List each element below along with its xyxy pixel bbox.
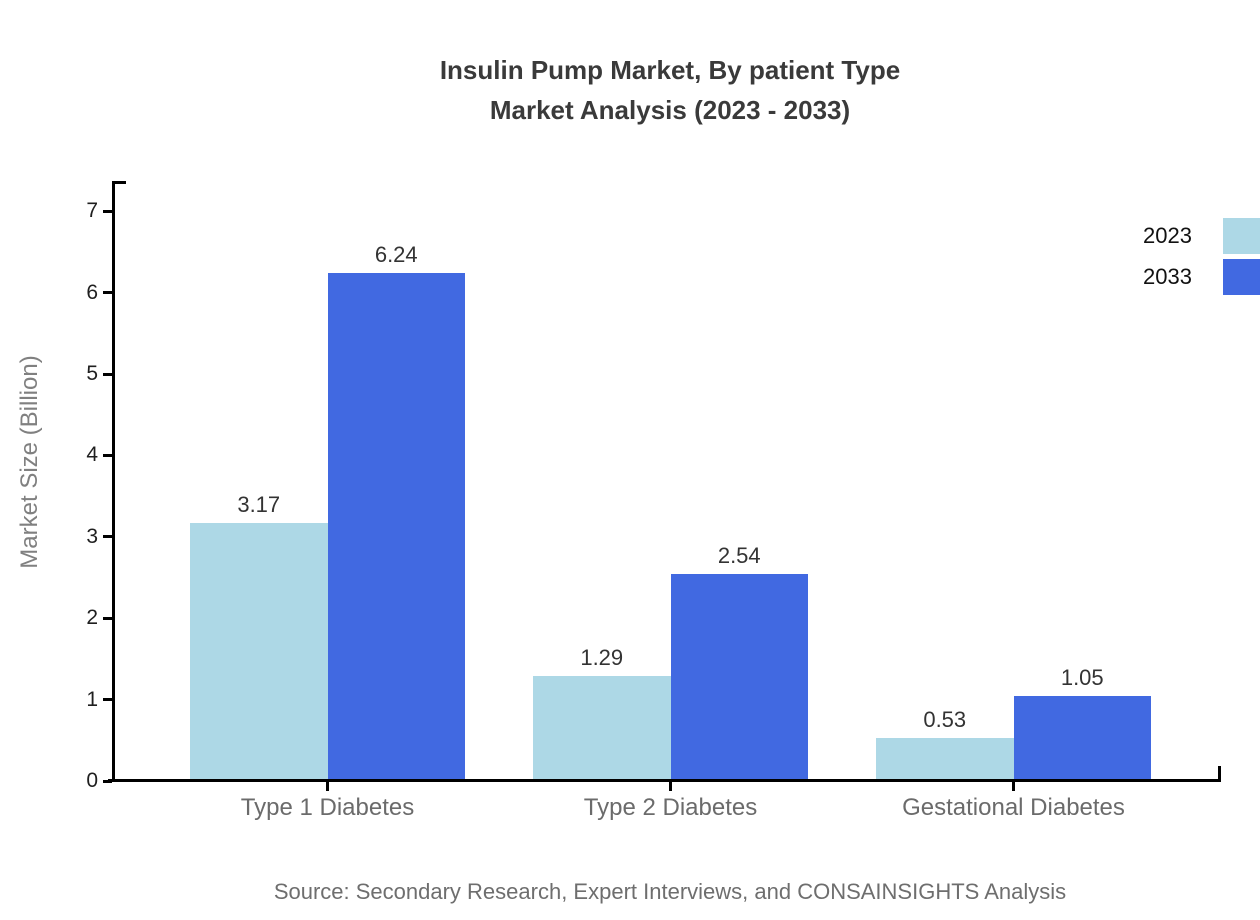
y-axis-tick <box>103 372 112 376</box>
legend-swatch-2033 <box>1223 259 1260 295</box>
x-axis-tick <box>1012 782 1015 791</box>
bar-value-label: 1.05 <box>1060 664 1104 690</box>
bar-2033-type-2-diabetes <box>670 574 808 781</box>
bar-2033-type-1-diabetes <box>327 273 465 781</box>
x-axis-tick <box>669 782 672 791</box>
x-axis-end-cap <box>1218 766 1221 779</box>
legend-label-2033: 2033 <box>1143 264 1192 289</box>
category-label: Type 1 Diabetes <box>240 794 415 821</box>
source-note: Source: Secondary Research, Expert Inter… <box>273 879 1067 904</box>
y-axis-tick-label: 7 <box>86 199 98 223</box>
legend-label-2023: 2023 <box>1143 223 1192 248</box>
y-axis-tick-label: 5 <box>86 362 98 385</box>
y-axis-tick <box>103 453 112 457</box>
y-axis-tick-label: 6 <box>86 280 98 304</box>
chart-title-line-1: Insulin Pump Market, By patient Type <box>439 55 901 85</box>
y-axis-tick-label: 1 <box>86 687 98 711</box>
chart-title: Insulin Pump Market, By patient Type Mar… <box>40 50 1260 130</box>
category-label: Gestational Diabetes <box>902 794 1125 821</box>
y-axis-tick-label: 4 <box>86 443 98 467</box>
y-axis-tick <box>103 291 112 295</box>
bar-value-label: 6.24 <box>374 242 418 268</box>
y-axis-spine <box>112 181 115 782</box>
category-label: Type 2 Diabetes <box>583 794 758 821</box>
bar-2023-type-2-diabetes <box>533 675 671 781</box>
bar-value-label: 3.17 <box>237 491 281 517</box>
x-axis-tick <box>326 782 329 791</box>
bar-2023-type-1-diabetes <box>190 522 328 781</box>
y-axis-tick <box>103 535 112 539</box>
chart-title-line-2: Market Analysis (2023 - 2033) <box>489 95 851 125</box>
bar-2023-gestational-diabetes <box>876 737 1014 781</box>
bar-value-label: 0.53 <box>923 706 967 732</box>
bar-value-label: 2.54 <box>717 543 761 569</box>
y-axis-tick-label: 0 <box>86 769 98 792</box>
legend-swatch-2023 <box>1223 218 1260 254</box>
y-axis-tick <box>103 779 112 783</box>
bar-2033-gestational-diabetes <box>1013 695 1151 781</box>
y-axis-tick <box>103 698 112 702</box>
y-axis-tick-label: 2 <box>86 606 98 630</box>
y-axis-tick-label: 3 <box>86 524 98 548</box>
y-axis-end-cap <box>112 181 126 184</box>
x-axis-spine <box>108 779 1221 782</box>
bar-value-label: 1.29 <box>580 644 624 670</box>
y-axis-tick <box>103 616 112 620</box>
y-axis-tick <box>103 209 112 213</box>
